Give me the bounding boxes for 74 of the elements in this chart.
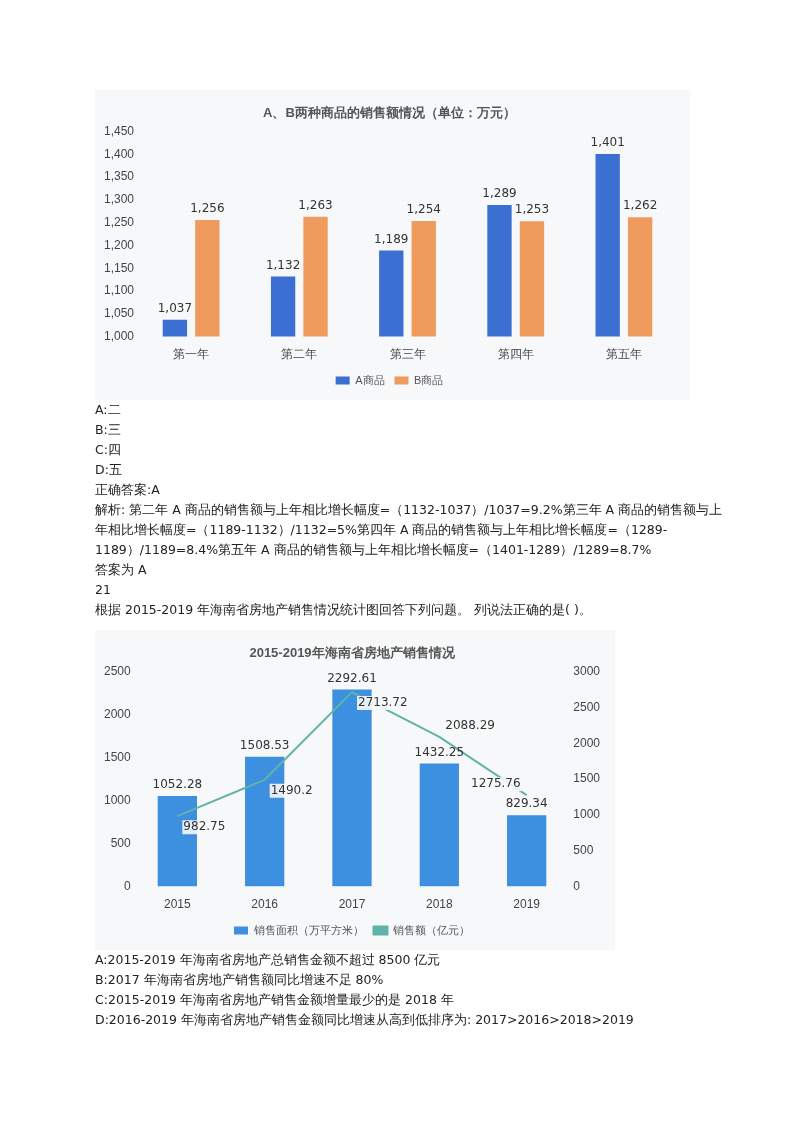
text: C:2015-2019 年海南省房地产销售金额增量最少的是 2018 年 (95, 991, 455, 1009)
y2-tick-label: 2000 (573, 735, 601, 750)
y2-tick-label: 500 (573, 843, 594, 858)
x-tick-label: 第二年 (281, 347, 318, 362)
legend-label: 销售额（亿元） (392, 923, 470, 936)
text: 答案为 A (95, 561, 148, 579)
data-label: 2713.72 (358, 695, 408, 710)
chart-title: A、B两种商品的销售额情况（单位：万元） (263, 105, 516, 121)
x-tick-label: 第一年 (173, 347, 210, 362)
y-tick-label: 0 (124, 878, 132, 893)
y-tick-label: 1,200 (104, 237, 135, 252)
text: D:2016-2019 年海南省房地产销售金额同比增速从高到低排序为: 2017>2016>2018>2019 (95, 1011, 635, 1029)
x-tick-label: 2018 (425, 897, 453, 912)
chart-title: 2015-2019年海南省房地产销售情况 (249, 645, 456, 661)
data-label: 2088.29 (445, 718, 495, 733)
y2-tick-label: 3000 (573, 663, 601, 678)
data-label: 1052.28 (152, 777, 203, 792)
data-label: 1,262 (622, 198, 658, 213)
data-label: 1508.53 (239, 737, 290, 752)
y-tick-label: 1,300 (104, 192, 135, 207)
text: B:三 (95, 421, 122, 439)
legend-label: B商品 (414, 373, 444, 386)
data-label: 1490.2 (270, 782, 313, 797)
text: 21 (95, 581, 112, 599)
legend-label: 销售面积（万平方米） (252, 923, 364, 936)
data-label: 1,253 (514, 202, 550, 217)
data-label: 1,401 (590, 135, 625, 150)
y-tick-label: 1,150 (104, 260, 135, 275)
data-label: 982.75 (183, 819, 226, 834)
y-tick-label: 2500 (103, 663, 132, 678)
data-label: 2292.61 (327, 670, 377, 685)
x-tick-label: 2016 (251, 897, 279, 912)
y-tick-label: 1,050 (104, 306, 135, 321)
y2-tick-label: 1000 (573, 807, 601, 822)
x-tick-label: 第五年 (605, 347, 642, 362)
y-tick-label: 500 (110, 835, 132, 850)
text: A:2015-2019 年海南省房地产总销售金额不超过 8500 亿元 (95, 951, 442, 969)
data-label: 1,132 (265, 257, 301, 272)
text: A:二 (95, 401, 122, 419)
data-label: 1275.76 (471, 776, 521, 791)
y2-tick-label: 2500 (573, 699, 601, 714)
bar (419, 763, 459, 887)
text: 解析: 第二年 A 商品的销售额与上年相比增长幅度=（1132-1037）/1037=9.2%第三年 A 商品的销售额与上年相比增长幅度=（1189-1132）/1132=5%第四年 A 商品的销售额与上年相比增长幅度=（1289-1189）/1189=8.4%第五年 A 商品的销售额与上年相比增长幅度=（1401-1289）/1289=8.7% (95, 501, 724, 559)
data-label: 829.34 (505, 796, 548, 811)
x-tick-label: 2019 (513, 897, 541, 912)
x-tick-label: 第三年 (389, 347, 426, 362)
y-tick-label: 1,000 (104, 328, 135, 343)
text: 正确答案:A (95, 481, 161, 499)
data-label: 1,289 (482, 186, 517, 201)
data-label: 1,037 (157, 300, 193, 315)
y-tick-label: 1,100 (104, 283, 135, 298)
data-label: 1,263 (298, 197, 333, 212)
data-label: 1432.25 (414, 744, 465, 759)
legend-label: A商品 (355, 373, 385, 386)
y2-tick-label: 0 (573, 878, 581, 893)
text: 根据 2015-2019 年海南省房地产销售情况统计图回答下列问题。 列说法正确的是( )。 (95, 601, 593, 619)
text: D:五 (95, 461, 123, 479)
y-tick-label: 1,450 (104, 123, 135, 138)
y-tick-label: 1,350 (104, 169, 135, 184)
data-label: 1,254 (406, 202, 441, 217)
bar (507, 815, 547, 887)
data-label: 1,189 (374, 231, 409, 246)
y-tick-label: 1,250 (104, 215, 135, 230)
x-tick-label: 第四年 (497, 347, 534, 362)
y2-tick-label: 1500 (573, 771, 601, 786)
x-tick-label: 2015 (164, 897, 192, 912)
data-label: 1,256 (190, 201, 225, 216)
y-tick-label: 1,400 (104, 146, 135, 161)
text: C:四 (95, 441, 122, 459)
y-tick-label: 2000 (103, 706, 132, 721)
x-tick-label: 2017 (338, 897, 366, 912)
y-tick-label: 1500 (103, 749, 132, 764)
text: B:2017 年海南省房地产销售额同比增速不足 80% (95, 971, 385, 989)
y-tick-label: 1000 (103, 792, 132, 807)
